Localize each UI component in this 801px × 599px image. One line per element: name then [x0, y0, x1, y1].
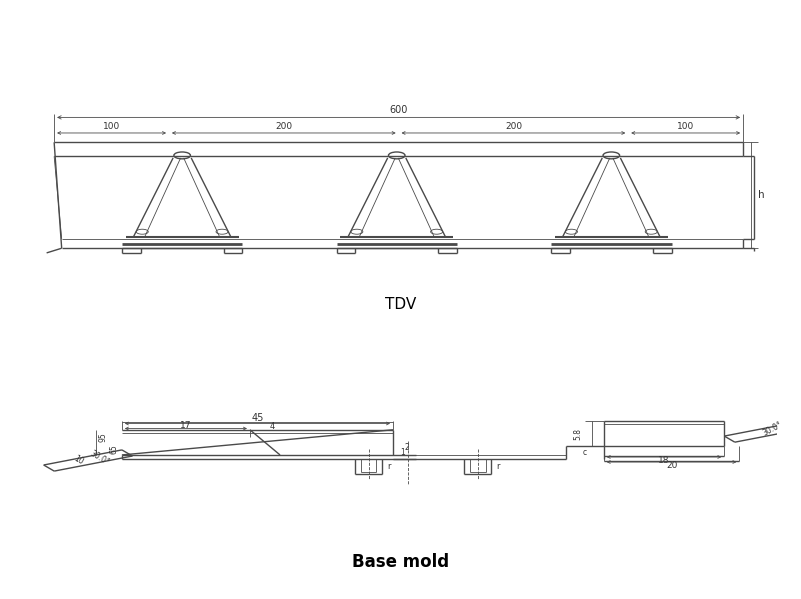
- Text: 20: 20: [666, 461, 678, 470]
- Text: 5.8: 5.8: [573, 428, 582, 440]
- Text: 45: 45: [252, 413, 264, 423]
- Text: 17: 17: [180, 421, 191, 430]
- Text: r: r: [497, 462, 500, 471]
- Text: 10: 10: [73, 453, 86, 466]
- Text: 600: 600: [389, 105, 408, 114]
- Text: 95: 95: [99, 432, 107, 442]
- Text: 100: 100: [677, 122, 694, 131]
- Text: 30.0°: 30.0°: [88, 449, 111, 467]
- Text: 100: 100: [103, 122, 120, 131]
- Text: 65: 65: [110, 444, 119, 453]
- Text: TDV: TDV: [384, 297, 417, 312]
- Text: 18: 18: [658, 456, 670, 465]
- Text: h: h: [759, 190, 765, 200]
- Text: 1: 1: [400, 448, 405, 457]
- Text: 30.0°: 30.0°: [761, 420, 783, 438]
- Text: 200: 200: [505, 122, 522, 131]
- Text: 2: 2: [405, 443, 409, 452]
- Text: 4: 4: [270, 422, 275, 431]
- Text: Base mold: Base mold: [352, 553, 449, 571]
- Text: c: c: [583, 448, 587, 457]
- Text: r: r: [388, 462, 391, 471]
- Text: 200: 200: [276, 122, 292, 131]
